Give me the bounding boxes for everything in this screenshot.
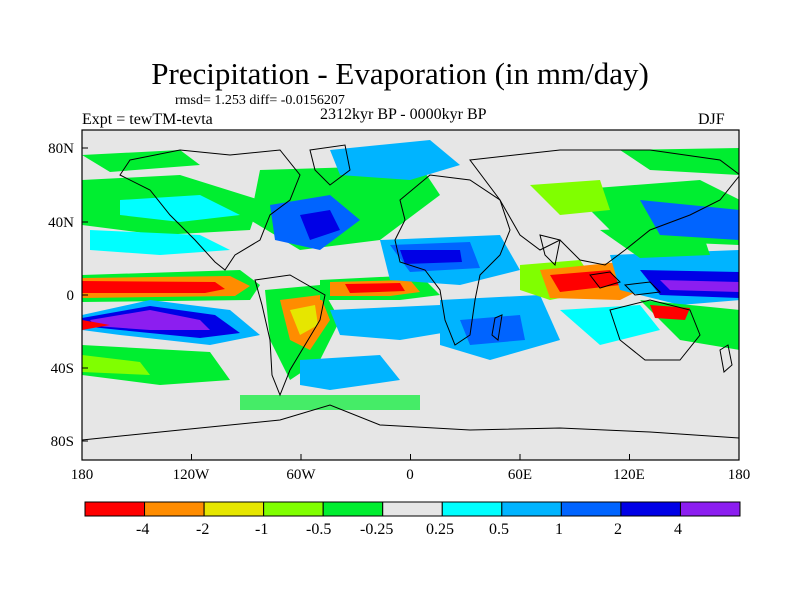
colorbar-box xyxy=(84,501,146,517)
colorbar-label: -0.5 xyxy=(306,521,332,538)
lon-tick-label-120e: 120E xyxy=(613,467,645,483)
coastlines xyxy=(82,144,739,441)
colorbar-label: -4 xyxy=(136,521,150,538)
lon-tick-label-180e: 180 xyxy=(727,467,751,483)
colorbar-label: 4 xyxy=(674,521,682,538)
lat-tick-label-0: 0 xyxy=(66,288,75,304)
lat-tick-label-80n: 80N xyxy=(48,141,74,157)
colorbar-box xyxy=(144,501,205,517)
colorbar-label: 1 xyxy=(555,521,563,538)
colorbar-box xyxy=(441,501,503,517)
colorbar-box xyxy=(322,501,384,517)
colorbar-box xyxy=(263,501,324,517)
colorbar-label: 0.5 xyxy=(489,521,509,538)
colorbar-box xyxy=(620,501,681,517)
lat-tick-label-80s: 80S xyxy=(50,434,74,450)
lon-tick-label-180w: 180 xyxy=(70,467,94,483)
axis-ticks xyxy=(81,147,740,460)
colorbar-box xyxy=(203,501,265,517)
lon-tick-label-0: 0 xyxy=(406,467,414,483)
rmsd-diff-stats: rmsd= 1.253 diff= -0.0156207 xyxy=(175,93,345,108)
experiment-label: Expt = tewTM-tevta xyxy=(82,111,213,128)
colorbar-box xyxy=(679,501,741,517)
colorbar-box xyxy=(501,501,562,517)
colorbar-box xyxy=(382,501,443,517)
chart-title: Precipitation - Evaporation (in mm/day) xyxy=(151,56,649,91)
colorbar-label: 0.25 xyxy=(426,521,454,538)
season-label: DJF xyxy=(698,111,725,128)
colorbar-box xyxy=(560,501,622,517)
lon-tick-label-60w: 60W xyxy=(286,467,316,483)
colorbar-label: -0.25 xyxy=(360,521,394,538)
colorbar xyxy=(84,501,741,517)
period-label: 2312kyr BP - 0000kyr BP xyxy=(320,106,487,123)
lon-tick-label-120w: 120W xyxy=(172,467,210,483)
colorbar-label: -2 xyxy=(196,521,210,538)
colorbar-label: 2 xyxy=(614,521,622,538)
lat-tick-label-40s: 40S xyxy=(50,361,74,377)
lon-tick-label-60e: 60E xyxy=(507,467,533,483)
colorbar-label: -1 xyxy=(255,521,269,538)
lat-tick-label-40n: 40N xyxy=(48,215,74,231)
